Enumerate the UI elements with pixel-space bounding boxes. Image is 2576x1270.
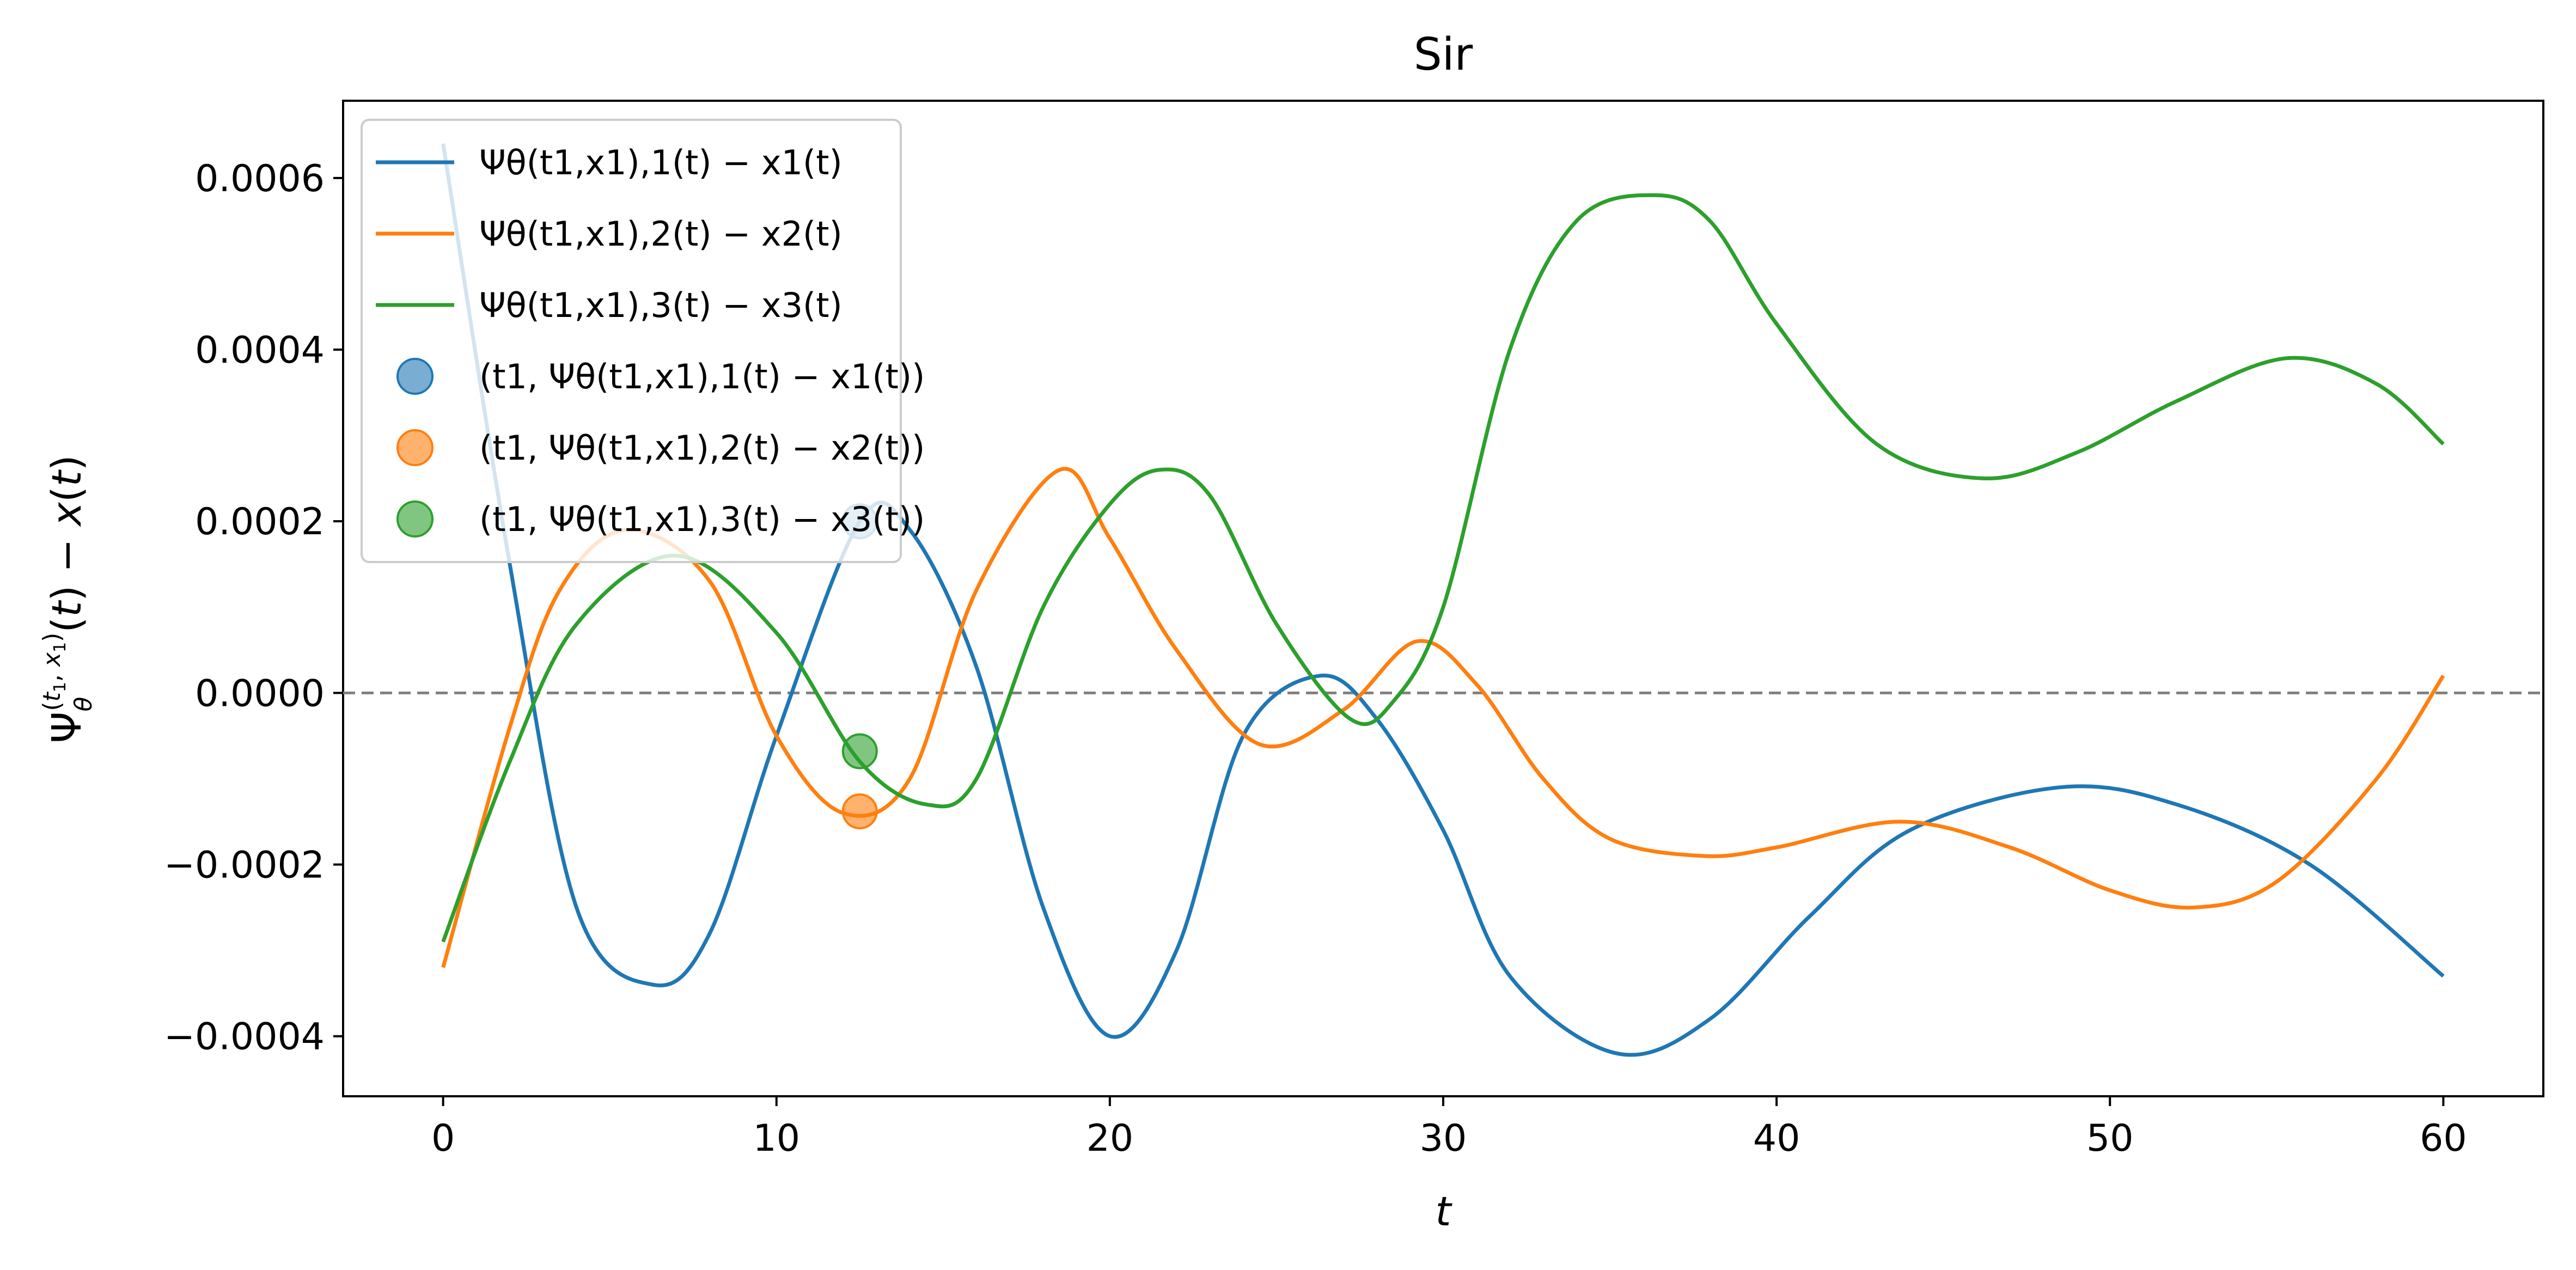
x-tick-label: 0 [431, 1117, 455, 1160]
legend-label: (t1, Ψθ(t1,x1),3(t) − x3(t)) [479, 499, 925, 539]
legend-box [361, 119, 902, 563]
x-tick-label: 30 [1420, 1117, 1467, 1160]
y-tick-label: 0.0004 [195, 329, 325, 372]
y-axis-title: Ψθ(t1, x1)(t) − x(t) [38, 455, 97, 743]
y-tick-label: 0.0000 [195, 672, 325, 715]
y-tick-label: 0.0002 [195, 500, 325, 544]
x-tick-label: 50 [2086, 1117, 2134, 1160]
marker-point-3 [841, 733, 878, 770]
x-axis-title: t [1435, 1188, 1452, 1235]
series-line-3 [441, 193, 2445, 943]
y-tick-label: −0.0004 [164, 1016, 325, 1059]
y-axis: −0.0004 −0.0002 0.0000 0.0002 0.0004 0.0006 [164, 157, 343, 1059]
x-axis: 0 10 20 30 40 50 60 [431, 1096, 2467, 1160]
legend-swatch-marker [396, 500, 434, 538]
legend-label: (t1, Ψθ(t1,x1),2(t) − x2(t)) [479, 428, 925, 468]
x-tick-label: 60 [2420, 1117, 2467, 1160]
marker-point-2 [841, 793, 878, 829]
y-tick-label: −0.0002 [164, 844, 325, 887]
legend-label: (t1, Ψθ(t1,x1),1(t) − x1(t)) [479, 357, 925, 396]
legend-label: Ψθ(t1,x1),1(t) − x1(t) [479, 143, 843, 182]
series-line-1 [441, 143, 2445, 1057]
chart-title: Sir [1414, 29, 1473, 81]
x-tick-label: 20 [1086, 1117, 1134, 1160]
y-tick-label: 0.0006 [195, 157, 325, 200]
series-layer [441, 143, 2445, 1057]
svg-text:Ψθ(t1, x1)(t) − x(t): Ψθ(t1, x1)(t) − x(t) [38, 455, 97, 743]
x-tick-label: 10 [753, 1117, 800, 1160]
legend-label: Ψθ(t1,x1),3(t) − x3(t) [479, 285, 843, 325]
series-line-2 [441, 467, 2445, 968]
legend: Ψθ(t1,x1),1(t) − x1(t) Ψθ(t1,x1),2(t) − x… [361, 119, 925, 563]
legend-label: Ψθ(t1,x1),2(t) − x2(t) [479, 214, 843, 254]
x-tick-label: 40 [1753, 1117, 1800, 1160]
legend-swatch-marker [396, 429, 434, 466]
legend-swatch-marker [396, 358, 434, 395]
